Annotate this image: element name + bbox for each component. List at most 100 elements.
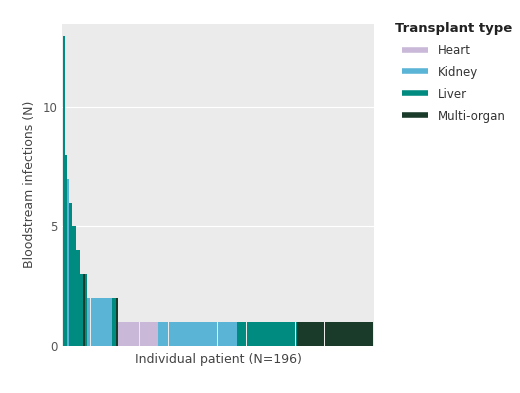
Bar bbox=[125, 322, 127, 346]
Bar bbox=[74, 226, 76, 346]
Bar bbox=[187, 322, 188, 346]
Bar bbox=[221, 322, 223, 346]
Bar bbox=[335, 322, 337, 346]
Bar bbox=[301, 322, 303, 346]
Bar bbox=[328, 322, 330, 346]
Bar bbox=[123, 322, 125, 346]
Bar bbox=[196, 322, 198, 346]
Bar bbox=[321, 322, 323, 346]
Bar bbox=[179, 322, 181, 346]
Bar bbox=[219, 322, 221, 346]
Bar bbox=[172, 322, 174, 346]
Bar bbox=[365, 322, 366, 346]
Bar bbox=[139, 322, 141, 346]
Bar bbox=[100, 298, 101, 346]
Bar bbox=[105, 298, 107, 346]
Bar bbox=[67, 179, 69, 346]
Bar bbox=[266, 322, 268, 346]
Bar bbox=[152, 322, 154, 346]
Bar bbox=[223, 322, 225, 346]
Bar bbox=[87, 298, 89, 346]
Bar bbox=[132, 322, 134, 346]
Bar bbox=[317, 322, 319, 346]
Bar bbox=[346, 322, 348, 346]
Bar bbox=[112, 298, 114, 346]
Bar bbox=[149, 322, 150, 346]
Bar bbox=[357, 322, 359, 346]
Bar bbox=[252, 322, 254, 346]
Bar bbox=[268, 322, 270, 346]
Bar bbox=[120, 322, 121, 346]
Bar bbox=[228, 322, 230, 346]
Bar bbox=[372, 322, 373, 346]
Bar bbox=[370, 322, 372, 346]
Bar bbox=[150, 322, 152, 346]
Bar bbox=[281, 322, 283, 346]
Bar bbox=[121, 322, 123, 346]
Bar bbox=[194, 322, 196, 346]
Bar bbox=[263, 322, 265, 346]
Bar bbox=[143, 322, 145, 346]
Bar bbox=[190, 322, 192, 346]
Bar bbox=[362, 322, 365, 346]
Bar bbox=[259, 322, 261, 346]
Bar bbox=[241, 322, 243, 346]
Bar bbox=[227, 322, 228, 346]
Bar bbox=[154, 322, 156, 346]
Bar bbox=[306, 322, 308, 346]
Bar bbox=[96, 298, 98, 346]
Bar bbox=[69, 203, 71, 346]
Bar bbox=[103, 298, 105, 346]
Bar bbox=[141, 322, 143, 346]
Bar bbox=[272, 322, 274, 346]
Bar bbox=[236, 322, 238, 346]
Bar bbox=[305, 322, 306, 346]
Bar bbox=[71, 203, 72, 346]
Bar bbox=[239, 322, 241, 346]
Bar bbox=[185, 322, 187, 346]
Bar bbox=[270, 322, 272, 346]
Bar bbox=[210, 322, 212, 346]
Bar bbox=[234, 322, 236, 346]
Bar bbox=[160, 322, 161, 346]
Bar bbox=[299, 322, 301, 346]
Bar bbox=[183, 322, 185, 346]
Bar bbox=[85, 274, 87, 346]
Bar bbox=[94, 298, 96, 346]
Bar bbox=[192, 322, 194, 346]
Bar bbox=[171, 322, 172, 346]
Bar bbox=[63, 35, 65, 346]
Bar bbox=[339, 322, 341, 346]
Bar bbox=[168, 322, 171, 346]
Bar bbox=[366, 322, 368, 346]
Bar bbox=[297, 322, 299, 346]
Bar bbox=[249, 322, 250, 346]
Bar bbox=[158, 322, 160, 346]
Bar bbox=[76, 250, 78, 346]
Bar bbox=[206, 322, 209, 346]
Bar bbox=[337, 322, 339, 346]
Bar bbox=[344, 322, 346, 346]
Bar bbox=[176, 322, 177, 346]
Bar bbox=[324, 322, 327, 346]
Bar bbox=[201, 322, 203, 346]
Bar bbox=[178, 322, 179, 346]
Bar bbox=[290, 322, 292, 346]
Bar bbox=[284, 322, 287, 346]
Bar bbox=[274, 322, 276, 346]
Bar bbox=[80, 274, 82, 346]
Bar bbox=[265, 322, 266, 346]
Bar bbox=[254, 322, 255, 346]
Bar bbox=[198, 322, 199, 346]
Bar bbox=[294, 322, 295, 346]
Bar bbox=[352, 322, 354, 346]
Bar bbox=[359, 322, 361, 346]
Bar bbox=[283, 322, 284, 346]
Bar bbox=[72, 226, 74, 346]
Bar bbox=[230, 322, 232, 346]
Bar bbox=[109, 298, 110, 346]
Bar bbox=[308, 322, 310, 346]
Bar bbox=[212, 322, 214, 346]
Bar bbox=[101, 298, 103, 346]
Legend: Heart, Kidney, Liver, Multi-organ: Heart, Kidney, Liver, Multi-organ bbox=[391, 18, 517, 128]
